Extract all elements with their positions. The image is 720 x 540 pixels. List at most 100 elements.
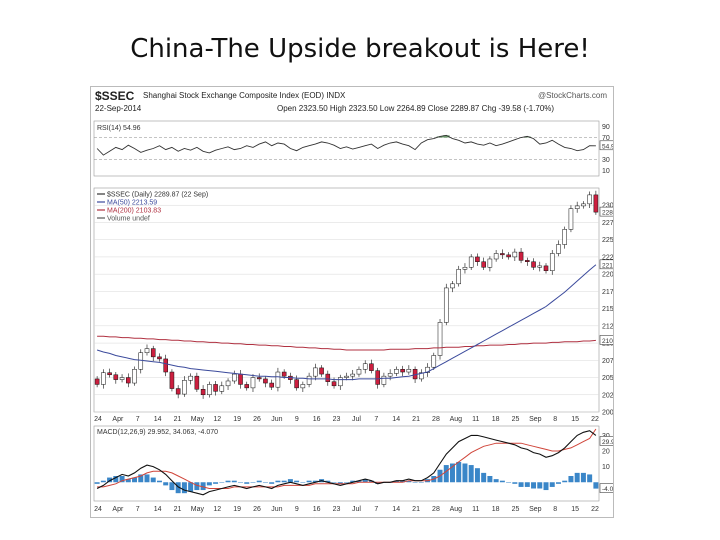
macd-histogram-bar [287, 479, 293, 483]
macd-tick-label: 10 [602, 464, 610, 471]
macd-histogram-bar [306, 480, 312, 483]
macd-x-tick-label: 16 [313, 506, 321, 513]
rsi-label: RSI(14) 54.96 [97, 125, 141, 132]
price-last-ma200-box [599, 335, 613, 345]
macd-histogram-bar [362, 479, 368, 483]
candle-body [132, 369, 137, 384]
macd-histogram-bar [156, 480, 162, 483]
macd-histogram-bar [256, 480, 262, 483]
candle-body [493, 253, 499, 260]
macd-x-tick-label: 8 [553, 506, 557, 513]
candle-body [568, 208, 574, 230]
candle-body [225, 380, 231, 387]
macd-x-tick-label: 26 [253, 506, 261, 513]
price-last-close-box [599, 206, 613, 217]
price-x-tick-label: 21 [174, 416, 182, 423]
macd-line [96, 430, 597, 496]
candle-body [182, 380, 187, 395]
price-x-tick-label: 21 [412, 416, 420, 423]
candle-body [113, 374, 119, 380]
macd-x-tick-label: 7 [374, 506, 378, 513]
macd-x-tick-label: 23 [333, 506, 341, 513]
candle-body [169, 371, 175, 389]
ma50-line [96, 264, 597, 381]
price-tick-label: 2125 [602, 323, 613, 330]
chart-date: 22-Sep-2014 [95, 104, 142, 113]
candle-body [150, 348, 156, 358]
macd-x-tick-label: Sep [529, 506, 542, 513]
macd-histogram-bar [481, 472, 487, 483]
price-legend-entry: Volume undef [107, 216, 150, 223]
price-last-ma50-box [599, 259, 613, 270]
candle-body [381, 375, 387, 385]
macd-x-tick-label: 22 [591, 506, 599, 513]
macd-histogram-bar [375, 482, 381, 484]
price-x-tick-label: Aug [450, 416, 463, 423]
macd-x-tick-label: 25 [512, 506, 520, 513]
rsi-tick-label: 90 [602, 124, 610, 131]
price-legend-entry: MA(200) 2103.83 [107, 208, 161, 215]
price-x-tick-label: Apr [112, 416, 124, 423]
candle-body [394, 369, 399, 374]
macd-histogram-bar [163, 482, 169, 486]
candle-body [194, 375, 200, 390]
macd-panel-frame [93, 425, 600, 502]
price-x-tick-label: Jun [271, 416, 282, 423]
price-tick-label: 2200 [602, 272, 613, 279]
macd-histogram-bar [144, 474, 150, 483]
macd-histogram-bar [325, 480, 331, 483]
candle-body [319, 367, 324, 375]
macd-histogram-bar [125, 479, 131, 483]
macd-histogram-bar [300, 482, 306, 483]
macd-x-tick-label: 15 [571, 506, 579, 513]
macd-x-tick-label: 9 [295, 506, 299, 513]
price-x-tick-label: 16 [313, 416, 321, 423]
candle-body [475, 256, 480, 262]
macd-histogram-bar [231, 480, 237, 483]
candle-body [456, 269, 461, 285]
candle-body [313, 367, 318, 377]
macd-histogram-bar [281, 480, 287, 483]
price-x-tick-label: 12 [213, 416, 221, 423]
price-x-tick-label: 22 [591, 416, 599, 423]
macd-histogram-bar [238, 482, 244, 483]
macd-histogram-bar [181, 482, 187, 494]
candle-body [537, 265, 543, 268]
candle-body [443, 287, 449, 323]
rsi-last-value: 54.96 [602, 143, 613, 150]
candle-body [518, 251, 524, 261]
candle-body [337, 377, 343, 387]
candle-body [512, 251, 518, 258]
macd-histogram-bar [449, 463, 455, 483]
candle-body [437, 322, 443, 356]
price-tick-label: 2075 [602, 358, 613, 365]
candle-body [213, 384, 218, 392]
macd-histogram-bar [132, 477, 138, 483]
candle-body [400, 369, 405, 373]
macd-histogram-bar [269, 482, 275, 484]
macd-histogram-bar [262, 482, 268, 483]
rsi-last-value-box [599, 140, 613, 151]
macd-histogram-bar [468, 465, 474, 483]
price-tick-label: 2150 [602, 306, 613, 313]
candle-body [406, 369, 412, 373]
ticker-symbol: $SSEC [95, 89, 135, 103]
ma200-line [97, 335, 596, 351]
macd-histogram-bar [337, 482, 343, 484]
rsi-tick-label: 70 [602, 135, 610, 142]
price-tick-label: 2025 [602, 392, 613, 399]
candle-body [263, 378, 268, 384]
macd-x-tick-label: Aug [450, 506, 463, 513]
macd-x-tick-label: 14 [154, 506, 162, 513]
candle-body [300, 384, 306, 389]
macd-histogram-bar [562, 480, 568, 483]
candle-body [294, 379, 299, 389]
macd-tick-label: 20 [602, 449, 610, 456]
candle-body [356, 369, 362, 375]
macd-x-tick-label: Apr [112, 506, 124, 513]
candle-body [163, 358, 168, 373]
candle-body [244, 384, 250, 389]
macd-histogram-bar [331, 482, 337, 483]
macd-histogram-bar [344, 482, 349, 483]
